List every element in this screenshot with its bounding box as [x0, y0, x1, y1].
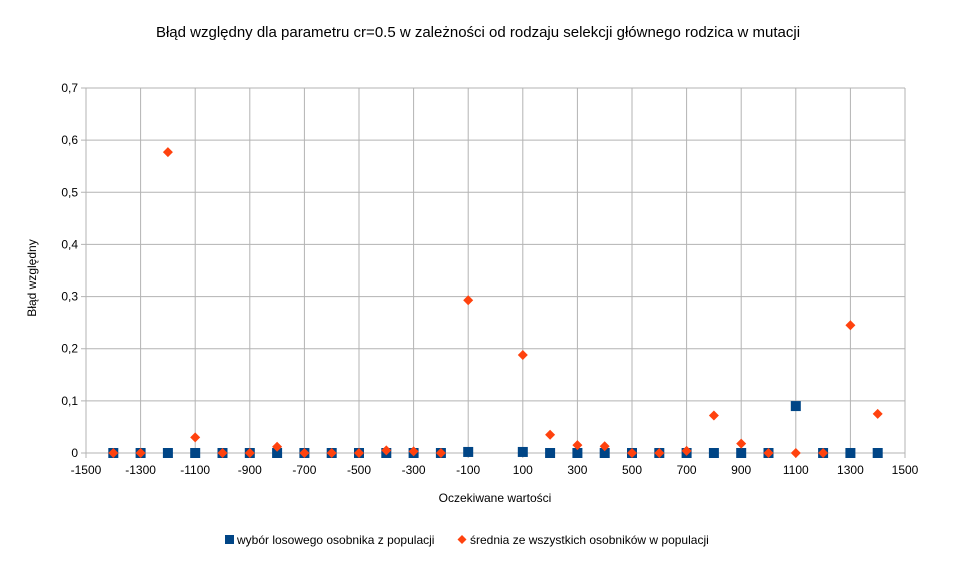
data-point-series-2 — [272, 441, 283, 452]
y-tick-label: 0,4 — [61, 237, 78, 251]
data-point-series-1 — [463, 446, 474, 457]
data-point-series-2 — [763, 448, 774, 458]
data-point-series-2 — [517, 349, 528, 360]
x-tick-label: -1100 — [180, 463, 210, 477]
data-point-series-2 — [572, 440, 583, 451]
data-point-series-1 — [790, 401, 801, 412]
x-tick-label: -300 — [402, 463, 426, 477]
x-tick-label: 1100 — [783, 463, 809, 477]
data-point-series-1 — [190, 448, 201, 458]
y-tick-label: 0,5 — [61, 185, 78, 199]
data-point-series-2 — [736, 438, 747, 449]
legend: wybór losowego osobnika z populacji śred… — [225, 533, 709, 547]
x-tick-label: 700 — [677, 463, 697, 477]
data-point-series-2 — [872, 408, 883, 419]
x-tick-label: -700 — [292, 463, 316, 477]
data-point-series-2 — [299, 448, 310, 458]
data-point-series-2 — [463, 295, 474, 306]
data-point-series-1 — [872, 448, 883, 458]
y-tick-label: 0,7 — [61, 81, 78, 95]
data-point-series-2 — [135, 448, 146, 458]
data-point-series-2 — [244, 448, 255, 458]
y-tick-label: 0,1 — [61, 394, 78, 408]
data-point-series-2 — [408, 446, 419, 457]
data-point-series-1 — [517, 446, 528, 457]
data-point-series-1 — [272, 448, 283, 458]
legend-marker-series-1 — [225, 535, 234, 544]
tick-labels: -1500 -1300 -1100 -900 -700 -500 -300 -100 100 30… — [61, 81, 918, 477]
y-tick-label: 0,3 — [61, 290, 78, 304]
chart-title: Błąd względny dla parametru cr=0.5 w zal… — [156, 24, 800, 41]
data-point-series-2 — [818, 448, 829, 458]
legend-marker-series-2 — [457, 535, 467, 544]
x-tick-label: 300 — [567, 463, 587, 477]
data-point-series-2 — [845, 320, 856, 331]
data-point-series-2 — [354, 448, 364, 458]
data-point-series-2 — [708, 410, 719, 421]
y-axis-label: Błąd względny — [25, 239, 39, 316]
y-tick-label: 0 — [71, 446, 78, 460]
data-point-series-1 — [162, 448, 173, 458]
x-tick-label: -1500 — [71, 463, 102, 477]
grid — [81, 87, 906, 458]
x-axis-label: Oczekiwane wartości — [439, 491, 552, 505]
data-point-series-2 — [681, 445, 692, 456]
x-tick-label: -1300 — [125, 463, 156, 477]
y-tick-label: 0,6 — [61, 133, 78, 147]
x-tick-label: -500 — [347, 463, 371, 477]
data-point-series-2 — [654, 448, 665, 458]
x-tick-label: 500 — [622, 463, 642, 477]
legend-label-series-1: wybór losowego osobnika z populacji — [236, 533, 434, 547]
data-point-series-2 — [435, 448, 446, 458]
data-point-series-2 — [790, 448, 801, 458]
data-point-series-2 — [190, 432, 201, 443]
x-tick-label: 900 — [731, 463, 751, 477]
x-tick-label: 1500 — [892, 463, 919, 477]
data-point-series-1 — [572, 448, 583, 458]
legend-label-series-2: średnia ze wszystkich osobników w popula… — [470, 533, 709, 547]
data-point-series-2 — [381, 445, 392, 456]
x-tick-label: -900 — [238, 463, 262, 477]
data-point-series-1 — [845, 448, 856, 458]
data-point-series-1 — [599, 448, 610, 458]
data-point-series-2 — [627, 448, 637, 458]
data-point-series-2 — [599, 441, 610, 452]
data-point-series-1 — [736, 448, 747, 458]
data-point-series-1 — [708, 448, 719, 458]
data-point-series-2 — [108, 448, 119, 458]
data-point-series-2 — [217, 448, 228, 458]
data-points — [108, 147, 883, 458]
data-point-series-1 — [545, 448, 556, 458]
x-tick-label: 100 — [513, 463, 533, 477]
x-tick-label: -100 — [456, 463, 480, 477]
x-tick-label: 1300 — [837, 463, 864, 477]
data-point-series-2 — [545, 429, 556, 440]
data-point-series-2 — [326, 448, 337, 458]
y-tick-label: 0,2 — [61, 342, 78, 356]
data-point-series-2 — [162, 147, 173, 158]
